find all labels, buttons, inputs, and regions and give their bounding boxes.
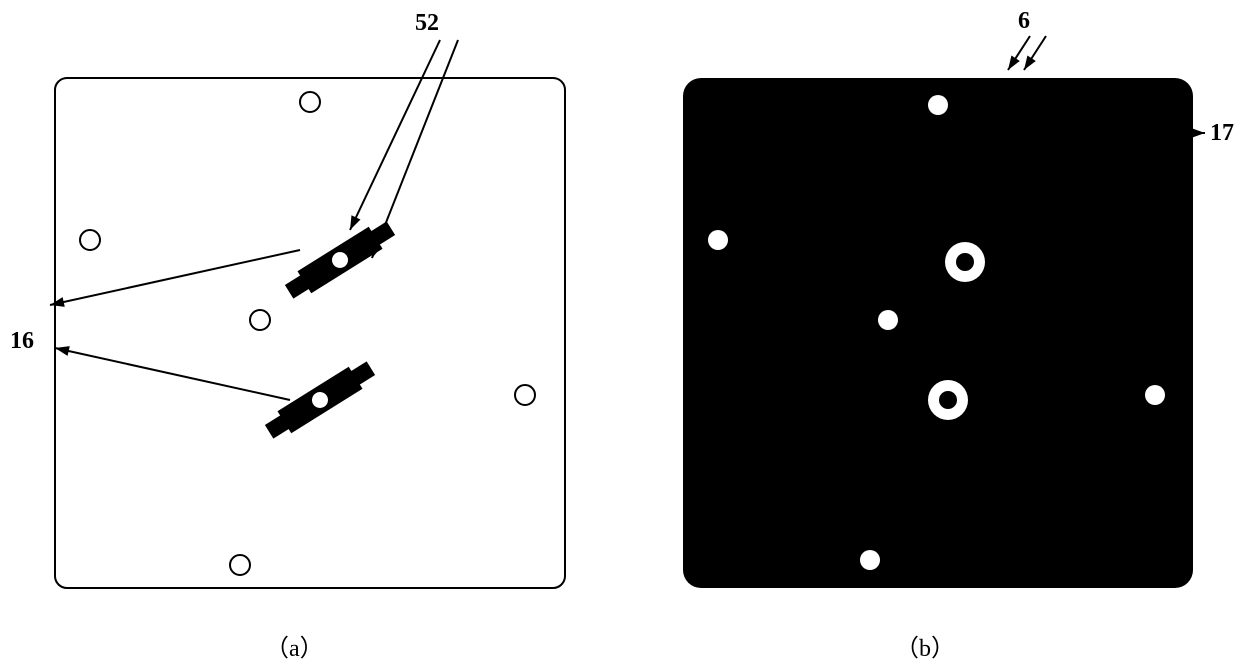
callout-52-label: 52 (415, 10, 439, 37)
panel-b-label: （b） (895, 628, 955, 663)
panel-a-label: （a） (265, 628, 324, 663)
callout-16-label: 16 (10, 328, 34, 355)
figure-canvas: （a） 52 16 （b） 6 17 (0, 0, 1240, 670)
callout-17-label: 17 (1210, 120, 1234, 147)
callout-6-label: 6 (1018, 8, 1030, 35)
figure-svg (0, 0, 1240, 670)
